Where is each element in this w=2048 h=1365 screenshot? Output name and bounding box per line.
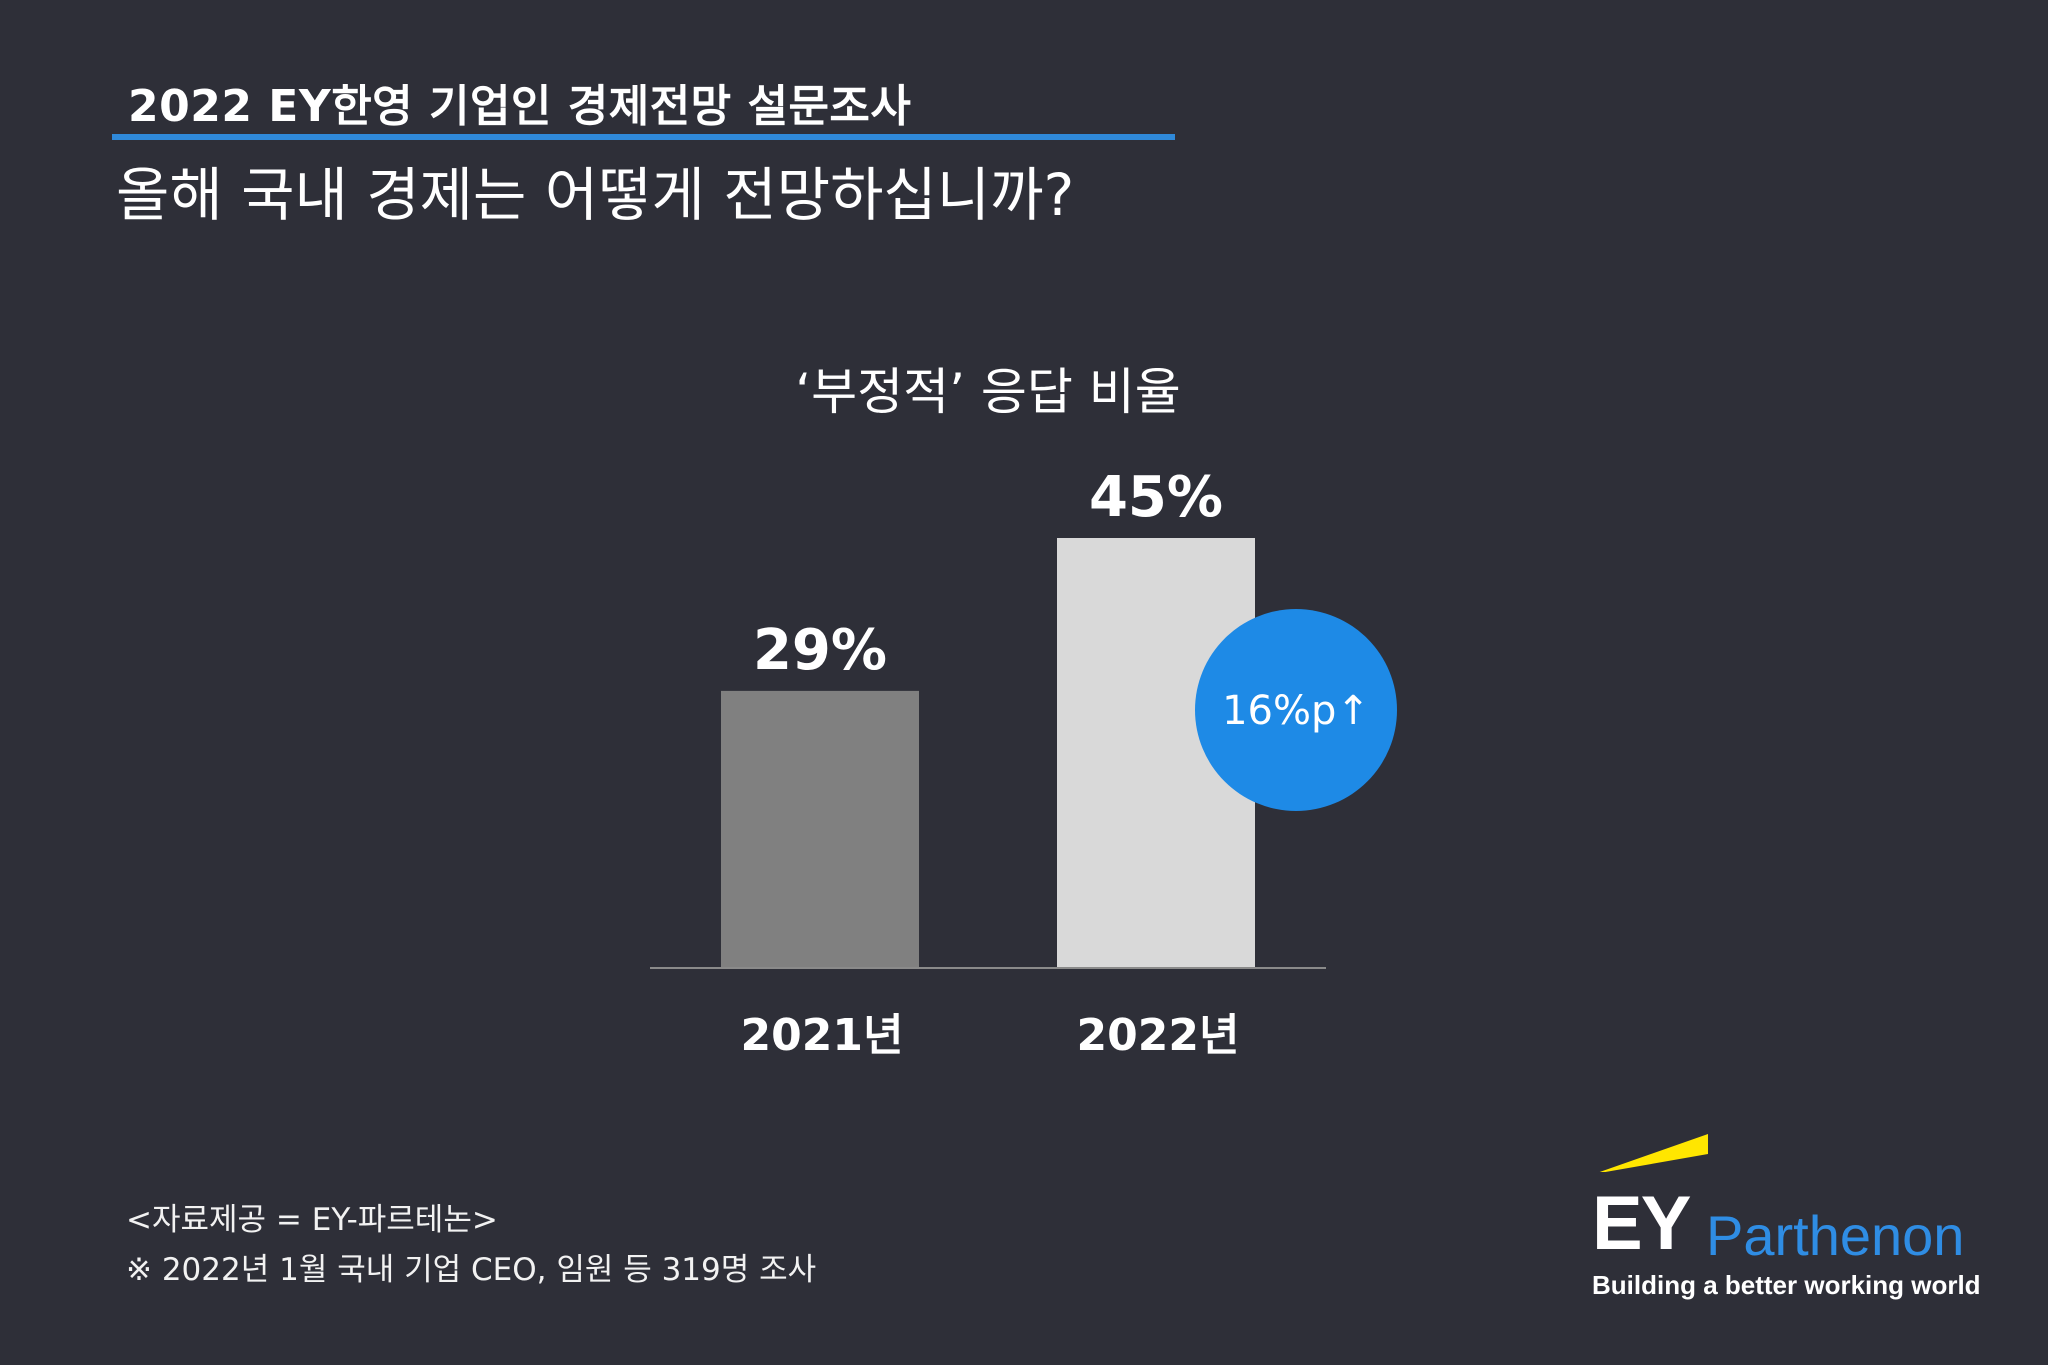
title-divider bbox=[112, 134, 1175, 140]
value-label-1: 29% bbox=[753, 618, 887, 683]
change-badge bbox=[1195, 609, 1397, 811]
change-badge-label: 16%p↑ bbox=[1222, 688, 1370, 734]
category-label-2: 2022년 bbox=[1077, 1010, 1240, 1061]
survey-title: 2022 EY한영 기업인 경제전망 설문조사 bbox=[128, 81, 912, 132]
ey-parthenon-logo: EY Parthenon Building a better working w… bbox=[1592, 1132, 1981, 1302]
logo-slash-icon bbox=[1599, 1134, 1708, 1172]
question-text: 올해 국내 경제는 어떻게 전망하십니까? bbox=[116, 161, 1075, 229]
logo-tagline: Building a better working world bbox=[1592, 1270, 1981, 1300]
survey-note: ※ 2022년 1월 국내 기업 CEO, 임원 등 319명 조사 bbox=[126, 1252, 817, 1288]
logo-ey-mark: EY bbox=[1592, 1181, 1691, 1266]
chart-title: ‘부정적’ 응답 비율 bbox=[795, 363, 1181, 421]
source-block: <자료제공 = EY-파르테논> ※ 2022년 1월 국내 기업 CEO, 임… bbox=[126, 1195, 816, 1295]
value-label-2: 45% bbox=[1089, 465, 1223, 530]
category-label-1: 2021년 bbox=[741, 1010, 904, 1061]
bar-1 bbox=[721, 690, 919, 968]
source-credit: <자료제공 = EY-파르테논> bbox=[126, 1202, 498, 1238]
logo-brand-name: Parthenon bbox=[1706, 1204, 1965, 1267]
chart-title-wrap: ‘부정적’ 응답 비율 bbox=[0, 352, 2048, 424]
